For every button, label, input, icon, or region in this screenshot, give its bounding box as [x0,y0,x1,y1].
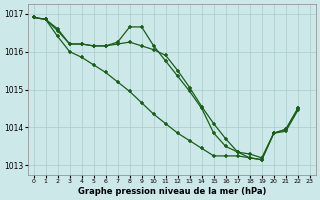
X-axis label: Graphe pression niveau de la mer (hPa): Graphe pression niveau de la mer (hPa) [77,187,266,196]
